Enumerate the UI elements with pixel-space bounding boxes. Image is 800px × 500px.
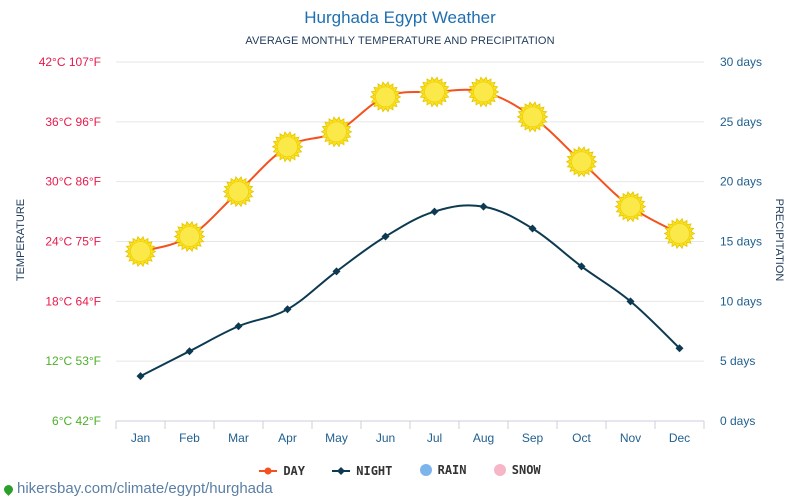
legend-label: SNOW [511,463,541,477]
sun-icon [467,76,500,108]
sun-core [326,121,347,143]
x-tick-label: Jul [427,431,442,445]
sun-core [179,226,200,247]
sun-core [620,196,641,217]
data-point-night [234,322,243,331]
data-point-night [381,232,390,241]
sun-core [277,136,298,158]
data-point-night [626,297,635,306]
series-line-day [140,88,680,253]
x-tick-label: Dec [669,431,690,445]
legend-item-snow[interactable]: SNOW [493,463,541,477]
y-axis-title-left: TEMPERATURE [15,199,27,281]
sun-core [228,181,249,203]
y-tick-label-right: 15 days [720,235,762,249]
data-point-night [185,347,194,356]
sun-icon [663,217,696,250]
legend-label: NIGHT [356,464,393,478]
sun-icon [614,191,647,223]
data-point-night [479,202,488,211]
sun-core [424,81,445,103]
chart-legend: DAY NIGHT RAIN SNOW [0,463,800,479]
x-tick-label: Mar [228,431,249,445]
source-link[interactable]: hikersbay.com/climate/egypt/hurghada [2,480,273,497]
sun-core [669,223,690,244]
data-point-night [332,267,341,276]
legend-rain-swatch [419,464,432,476]
sun-icon [222,176,255,208]
sun-icon [369,81,402,113]
sun-core [571,151,592,173]
weather-chart: 42°C 107°F 30 days 36°C 96°F 25 days 30°C 86… [15,55,785,445]
legend-item-night[interactable]: NIGHT [332,464,392,478]
location-pin-icon [2,482,15,496]
sun-icon [565,146,598,178]
data-point-night [528,224,537,233]
y-tick-label-left: 12°C 53°F [45,354,101,368]
series-line-night [140,204,681,378]
chart-title: Hurghada Egypt Weather [304,8,496,27]
data-point-night [136,372,145,381]
sun-icon [173,220,206,253]
sun-icon [516,101,549,133]
y-tick-label-left: 30°C 86°F [45,175,101,189]
legend-label: DAY [283,464,306,478]
legend-snow-swatch [493,464,506,476]
legend-night-swatch [332,467,351,475]
y-tick-label-left: 24°C 75°F [45,235,101,249]
sun-icon [320,116,353,148]
x-tick-label: Jun [376,431,395,445]
chart-subtitle: AVERAGE MONTHLY TEMPERATURE AND PRECIPIT… [245,35,555,47]
source-link-text: hikersbay.com/climate/egypt/hurghada [17,480,273,497]
sun-core [375,86,396,108]
y-tick-label-right: 20 days [720,175,762,189]
legend-item-day[interactable]: DAY [259,464,305,478]
y-tick-label-left: 6°C 42°F [52,414,101,428]
legend-day-swatch [259,467,278,475]
legend-item-rain[interactable]: RAIN [419,463,467,477]
y-tick-label-right: 0 days [720,414,755,428]
data-point-night [283,305,292,314]
y-axis-title-right: PRECIPITATION [773,199,785,282]
sun-icon [124,235,157,268]
sun-core [522,106,543,128]
x-tick-label: Apr [278,431,297,445]
x-tick-label: Jan [131,431,150,445]
data-point-night [430,207,439,216]
x-tick-label: Sep [522,431,544,445]
x-tick-label: May [325,431,348,445]
sun-core [130,241,151,262]
x-tick-label: Nov [620,431,641,445]
y-tick-label-right: 10 days [720,294,762,308]
data-point-night [577,262,586,271]
y-tick-label-left: 36°C 96°F [45,115,101,129]
y-tick-label-right: 25 days [720,115,762,129]
legend-label: RAIN [437,463,467,477]
sun-core [473,81,494,103]
y-tick-label-left: 18°C 64°F [45,294,101,308]
y-tick-label-left: 42°C 107°F [39,55,101,69]
sun-icon [271,131,304,163]
x-tick-label: Aug [473,431,494,445]
y-tick-label-right: 30 days [720,55,762,69]
sun-icon [418,76,451,108]
data-point-night [675,344,684,353]
y-tick-label-right: 5 days [720,354,755,368]
x-tick-label: Oct [572,431,591,445]
x-tick-label: Feb [179,431,200,445]
